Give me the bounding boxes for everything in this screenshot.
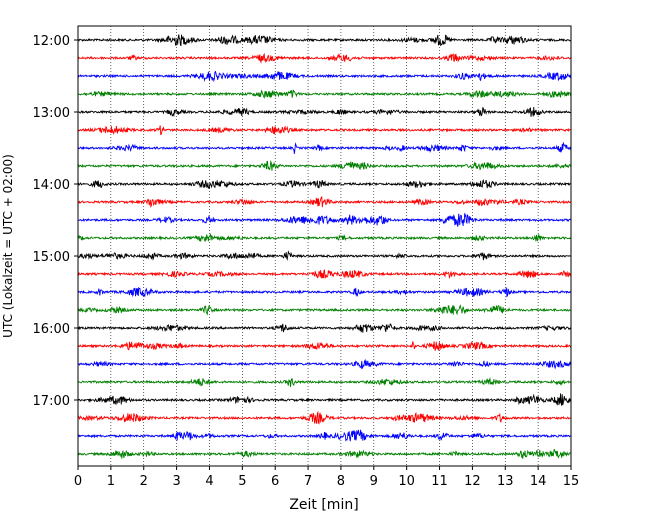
y-tick-label: 12:00 <box>33 34 70 49</box>
x-tick-label: 7 <box>304 474 312 489</box>
trace-1715 <box>77 410 572 425</box>
x-tick-label: 0 <box>74 474 82 489</box>
y-tick-label: 14:00 <box>33 178 70 193</box>
trace-1445 <box>77 232 572 243</box>
trace-1630 <box>77 358 572 370</box>
x-axis-label: Zeit [min] <box>289 497 358 513</box>
trace-1200 <box>77 34 572 47</box>
x-tick-label: 14 <box>530 474 547 489</box>
trace-1400 <box>77 179 572 190</box>
trace-1730 <box>77 429 572 442</box>
plot-frame <box>77 25 572 467</box>
x-tick-label: 13 <box>497 474 514 489</box>
x-tick-label: 2 <box>140 474 148 489</box>
y-tick-label: 16:00 <box>33 322 70 337</box>
trace-1500 <box>77 250 572 261</box>
y-tick-label: 15:00 <box>33 250 70 265</box>
y-axis: 12:00 13:00 14:00 15:00 16:00 17:00 <box>33 34 78 409</box>
x-tick-label: 12 <box>464 474 481 489</box>
trace-1700 <box>77 393 572 406</box>
x-tick-label: 1 <box>107 474 115 489</box>
x-grid <box>110 26 539 466</box>
x-tick-label: 8 <box>337 474 345 489</box>
x-tick-label: 4 <box>205 474 213 489</box>
trace-1215 <box>77 52 572 64</box>
trace-1530 <box>77 286 572 298</box>
trace-1300 <box>77 107 572 118</box>
trace-1330 <box>77 141 572 154</box>
trace-1600 <box>77 323 572 333</box>
y-axis-label: UTC (Lokalzeit = UTC + 02:00) <box>1 154 15 338</box>
x-axis: 0 1 2 3 4 5 6 7 8 9 10 11 12 13 14 15 <box>74 466 579 489</box>
trace-1745 <box>77 449 572 459</box>
trace-1230 <box>77 70 572 83</box>
trace-1615 <box>77 340 572 352</box>
trace-1645 <box>77 376 572 387</box>
x-tick-label: 3 <box>172 474 180 489</box>
trace-1415 <box>77 196 572 208</box>
trace-1545 <box>77 304 572 316</box>
x-tick-label: 11 <box>431 474 448 489</box>
y-tick-label: 13:00 <box>33 106 70 121</box>
x-tick-label: 5 <box>238 474 246 489</box>
trace-1345 <box>77 159 572 171</box>
x-tick-label: 9 <box>370 474 378 489</box>
trace-1430 <box>77 213 572 227</box>
x-tick-label: 10 <box>398 474 415 489</box>
traces <box>77 34 572 459</box>
trace-1515 <box>77 269 572 280</box>
x-tick-label: 6 <box>271 474 279 489</box>
trace-1245 <box>77 89 572 99</box>
y-tick-label: 17:00 <box>33 394 70 409</box>
trace-1315 <box>77 125 572 136</box>
x-tick-label: 15 <box>563 474 580 489</box>
